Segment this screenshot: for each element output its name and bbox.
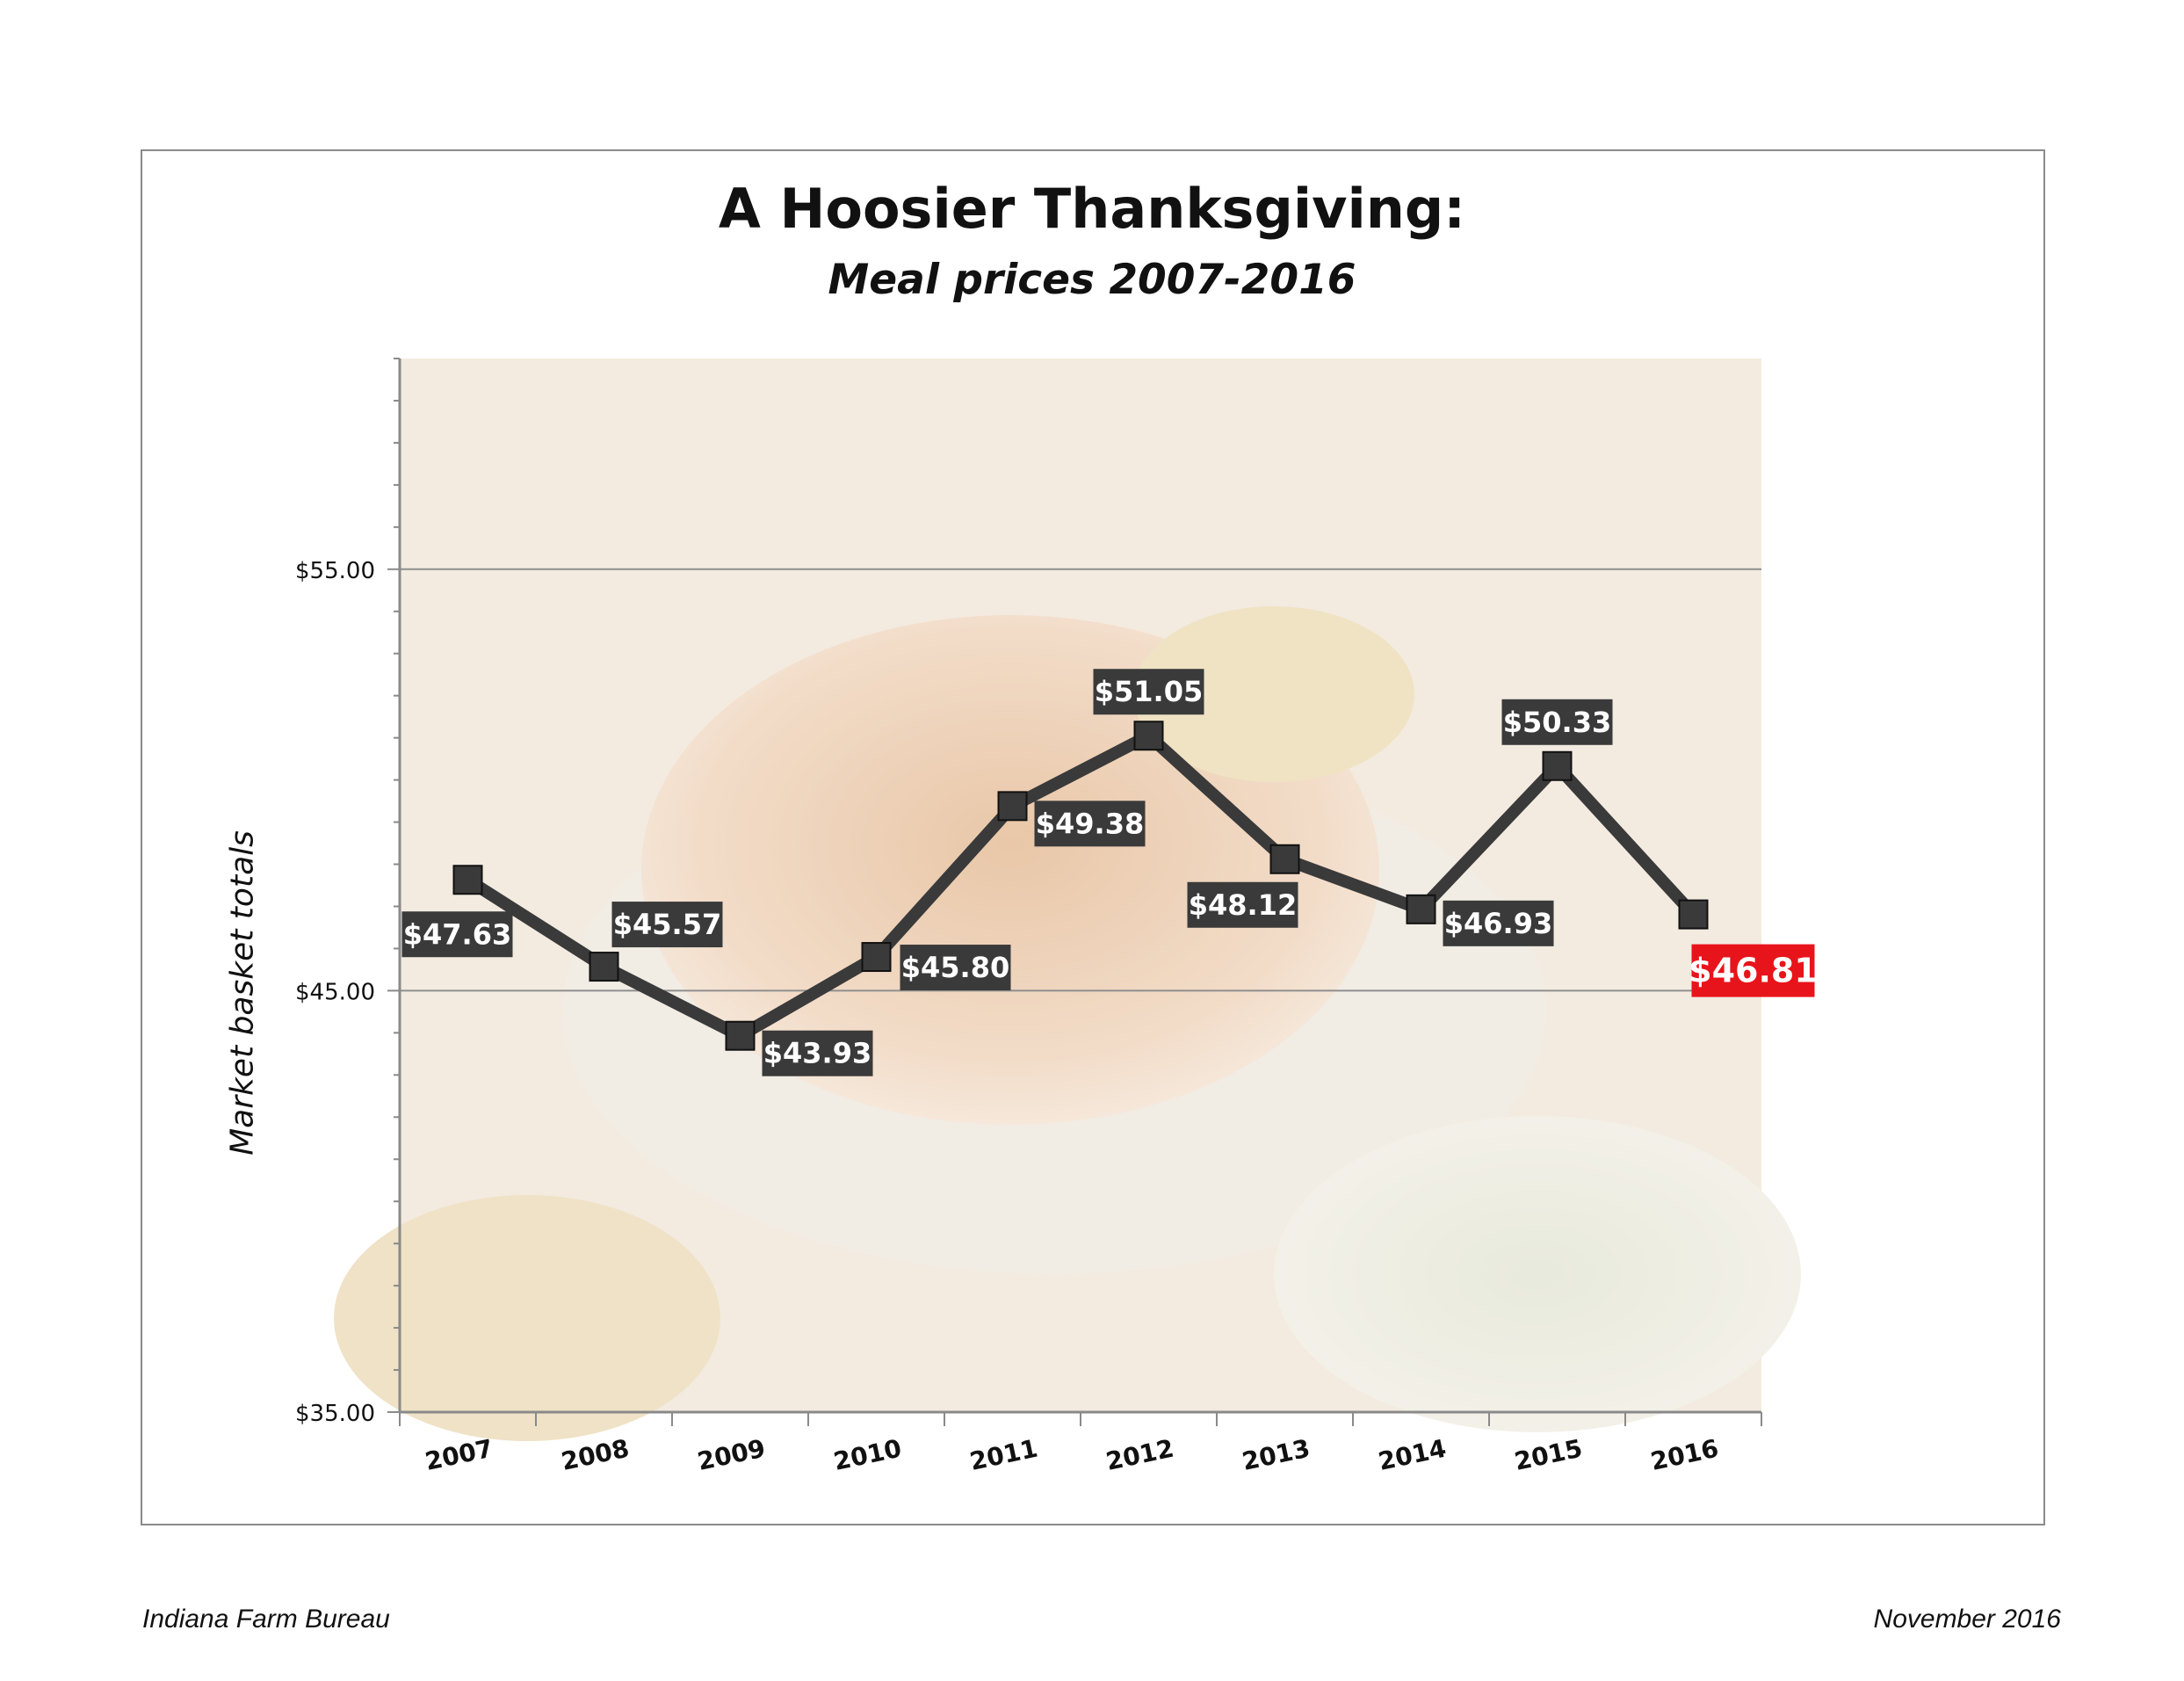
x-tick-label: 2011 [967, 1433, 1040, 1475]
data-label: $45.57 [613, 908, 721, 941]
data-label: $46.81 [1689, 952, 1818, 990]
chart-title: A Hoosier Thanksgiving: [718, 177, 1466, 241]
data-labels: $47.63 $45.57 $43.93 $45.80 $49.38 $51.05 $48.… [401, 669, 1818, 1076]
x-tick-label: 2014 [1376, 1433, 1449, 1475]
data-label: $48.12 [1189, 888, 1297, 922]
data-label-box [401, 911, 513, 958]
side-dish-shape [1274, 1116, 1801, 1432]
data-label-box [900, 945, 1011, 991]
x-tick-label: 2008 [559, 1433, 632, 1475]
x-tick-label: 2012 [1103, 1433, 1176, 1475]
stuffing-shape [1133, 606, 1414, 782]
data-point-marker [861, 942, 892, 973]
data-label: $43.93 [763, 1037, 871, 1070]
data-label: $45.80 [901, 951, 1009, 984]
data-point-marker [1678, 899, 1709, 930]
y-ticks: $35.00 $45.00 $55.00 [295, 358, 400, 1427]
data-point-marker [1406, 894, 1436, 924]
highlight-label-box [1691, 944, 1815, 997]
y-tick-label: $55.00 [295, 558, 375, 584]
x-tick-label: 2016 [1648, 1433, 1721, 1475]
footer-source: Indiana Farm Bureau [142, 1605, 390, 1634]
footer-date: November 2016 [1873, 1605, 2061, 1634]
data-point-marker [1269, 844, 1300, 874]
data-point-marker [589, 952, 619, 982]
background-photo [334, 359, 1801, 1441]
x-tick-label: 2007 [423, 1433, 495, 1475]
data-label: $47.63 [403, 917, 511, 951]
x-tick-label: 2015 [1512, 1433, 1585, 1475]
data-label-box [1501, 699, 1613, 745]
data-label: $46.93 [1444, 907, 1552, 940]
data-point-marker [452, 865, 483, 895]
bread-dish-shape [334, 1195, 720, 1441]
data-label-box [1443, 900, 1554, 946]
gridlines [400, 568, 1761, 992]
x-tick-label: 2009 [695, 1433, 768, 1475]
x-tick-label: 2010 [831, 1433, 904, 1475]
data-label-box [762, 1030, 873, 1076]
data-label: $51.05 [1095, 675, 1203, 708]
series-polyline [461, 729, 1700, 1042]
data-point-marker [725, 1020, 756, 1051]
data-label: $49.38 [1036, 807, 1144, 840]
data-label-box [1093, 669, 1204, 715]
data-label-box [611, 902, 723, 948]
data-point-marker [997, 791, 1028, 822]
chart-subtitle: Meal prices 2007-2016 [828, 256, 1356, 304]
data-point-marker [1542, 750, 1573, 781]
series-line [452, 721, 1709, 1051]
data-label-box [1187, 881, 1298, 928]
data-point-marker [1133, 721, 1164, 751]
x-tick-label: 2013 [1240, 1433, 1313, 1475]
y-tick-label: $45.00 [295, 979, 375, 1005]
y-tick-label: $35.00 [295, 1401, 375, 1427]
data-label-box [1034, 801, 1146, 847]
data-label: $50.33 [1503, 706, 1611, 739]
